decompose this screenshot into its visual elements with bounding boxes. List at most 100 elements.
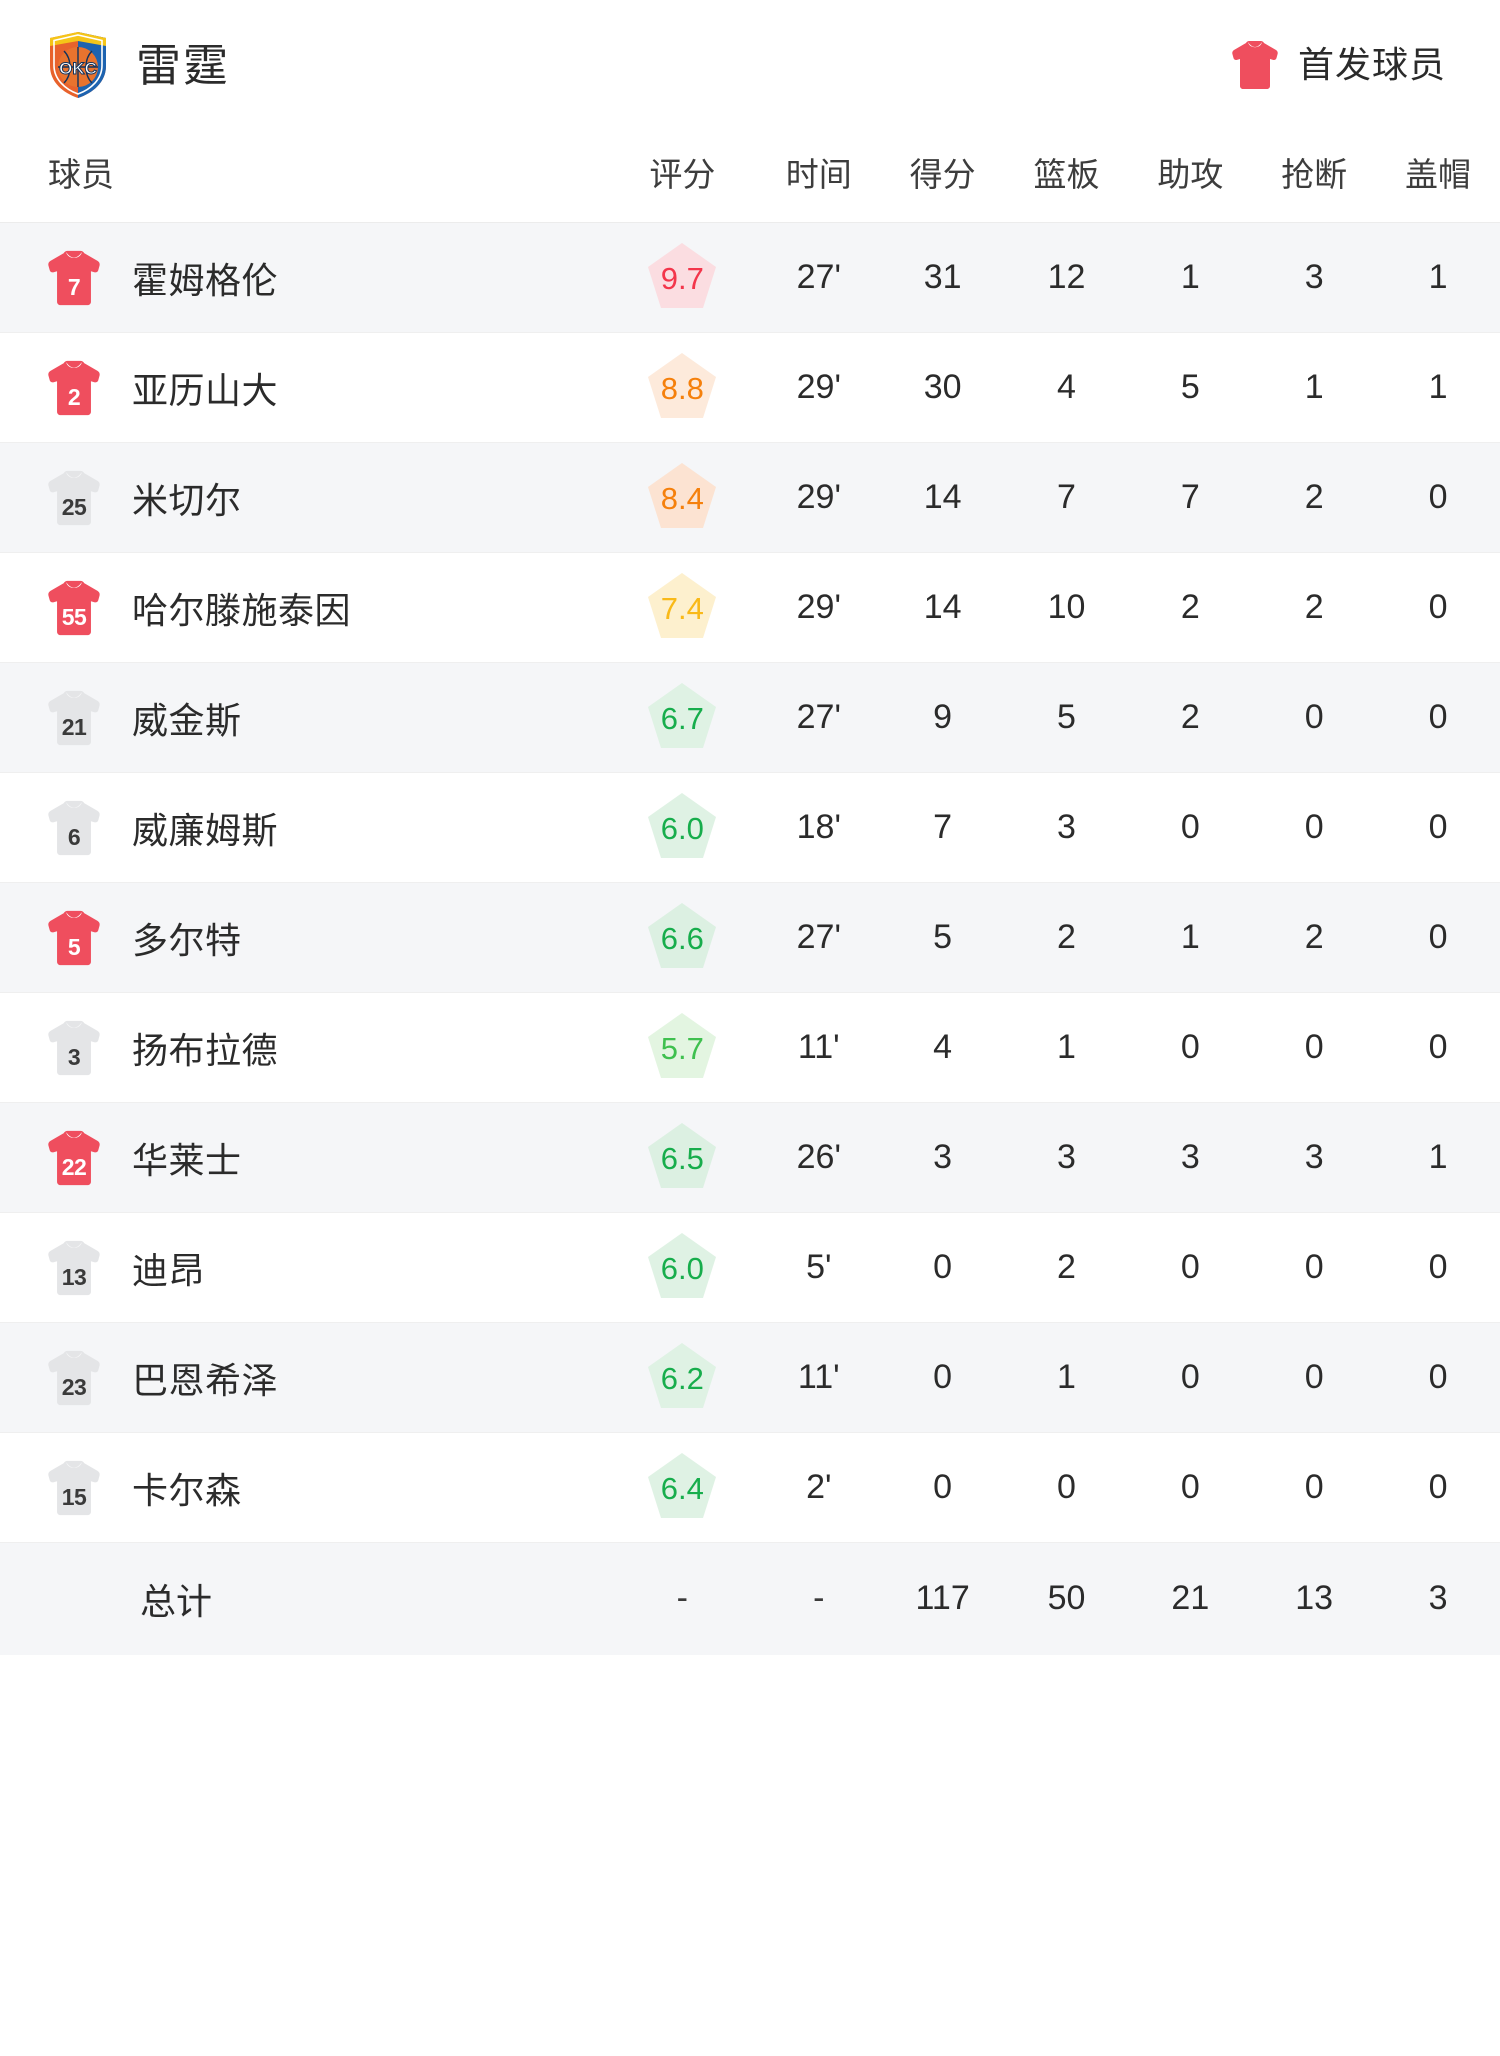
player-name: 扬布拉德 — [132, 1029, 279, 1071]
totals-rating: - — [607, 1542, 757, 1655]
table-row[interactable]: 21 威金斯 6.7 27' 9 5 2 0 0 — [0, 662, 1500, 773]
rating-value: 6.2 — [660, 1360, 704, 1396]
blocks-cell: 0 — [1376, 1432, 1500, 1543]
rating-cell: 6.2 — [607, 1322, 757, 1433]
player-cell[interactable]: 23 巴恩希泽 — [0, 1322, 608, 1433]
rebounds-cell: 7 — [1004, 442, 1129, 553]
assists-cell: 7 — [1128, 442, 1253, 553]
jersey-icon: 6 — [48, 800, 100, 856]
table-row[interactable]: 7 霍姆格伦 9.7 27' 31 12 1 3 1 — [0, 222, 1500, 333]
blocks-cell: 1 — [1376, 1102, 1500, 1213]
rating-badge: 6.0 — [643, 1229, 721, 1307]
assists-cell: 1 — [1180, 258, 1200, 296]
rating-value: 6.0 — [660, 810, 704, 846]
assists-cell: 0 — [1128, 992, 1253, 1103]
column-header-minutes[interactable]: 时间 — [785, 156, 852, 193]
table-row[interactable]: 5 多尔特 6.6 27' 5 2 1 2 0 — [0, 882, 1500, 993]
steals-cell: 3 — [1304, 258, 1324, 296]
column-header-blocks[interactable]: 盖帽 — [1405, 156, 1472, 193]
player-cell[interactable]: 22 华莱士 — [0, 1102, 608, 1213]
minutes-cell: 29' — [756, 442, 881, 553]
table-row[interactable]: 22 华莱士 6.5 26' 3 3 3 3 1 — [0, 1102, 1500, 1213]
rating-value: 8.8 — [660, 370, 704, 406]
rebounds-cell: 1 — [1004, 1322, 1129, 1433]
rebounds-cell: 0 — [1004, 1432, 1129, 1543]
jersey-icon: 23 — [48, 1350, 100, 1406]
minutes-cell: 2' — [756, 1432, 881, 1543]
player-cell[interactable]: 25 米切尔 — [0, 442, 608, 553]
rating-cell: 6.7 — [607, 662, 757, 773]
rebounds-cell: 1 — [1004, 992, 1129, 1103]
minutes-cell: 5' — [756, 1212, 881, 1323]
points-cell: 0 — [880, 1322, 1005, 1433]
blocks-cell: 0 — [1376, 772, 1500, 883]
points-cell: 30 — [880, 332, 1005, 443]
jersey-icon: 25 — [48, 470, 100, 526]
player-cell[interactable]: 15 卡尔森 — [0, 1432, 608, 1543]
minutes-cell: 29' — [756, 552, 881, 663]
player-name: 多尔特 — [132, 919, 242, 961]
rebounds-cell: 3 — [1004, 1102, 1129, 1213]
jersey-icon: 3 — [48, 1020, 100, 1076]
assists-cell: 1 — [1128, 882, 1253, 993]
rating-cell: 6.0 — [607, 772, 757, 883]
player-name: 华莱士 — [132, 1139, 242, 1181]
assists-cell: 0 — [1128, 1432, 1253, 1543]
jersey-number: 23 — [61, 1373, 87, 1400]
column-header-rating[interactable]: 评分 — [649, 156, 716, 193]
rating-value: 6.7 — [660, 700, 704, 736]
team-identity[interactable]: OKC 雷霆 — [46, 30, 230, 100]
okc-thunder-logo-icon: OKC — [46, 30, 110, 100]
blocks-cell: 1 — [1428, 258, 1448, 296]
player-cell[interactable]: 3 扬布拉德 — [0, 992, 608, 1103]
steals-cell: 0 — [1252, 1322, 1377, 1433]
column-header-assists[interactable]: 助攻 — [1157, 156, 1224, 193]
totals-label: 总计 — [0, 1542, 608, 1655]
rebounds-cell: 2 — [1004, 1212, 1129, 1323]
table-row[interactable]: 3 扬布拉德 5.7 11' 4 1 0 0 0 — [0, 992, 1500, 1103]
player-cell[interactable]: 5 多尔特 — [0, 882, 608, 993]
player-cell[interactable]: 2 亚历山大 — [0, 332, 608, 443]
minutes-cell: 26' — [756, 1102, 881, 1213]
table-row[interactable]: 15 卡尔森 6.4 2' 0 0 0 0 0 — [0, 1432, 1500, 1543]
table-row[interactable]: 25 米切尔 8.4 29' 14 7 7 2 0 — [0, 442, 1500, 553]
rating-badge: 6.7 — [643, 679, 721, 757]
minutes-cell: 29' — [756, 332, 881, 443]
player-cell[interactable]: 21 威金斯 — [0, 662, 608, 773]
column-header-points[interactable]: 得分 — [909, 156, 976, 193]
jersey-number: 6 — [67, 823, 81, 850]
table-row[interactable]: 55 哈尔滕施泰因 7.4 29' 14 10 2 2 0 — [0, 552, 1500, 663]
rating-badge: 7.4 — [643, 569, 721, 647]
header-row: 球员 评分 时间 得分 篮板 助攻 抢断 盖帽 — [0, 130, 1500, 223]
rating-cell: 8.8 — [607, 332, 757, 443]
player-name: 霍姆格伦 — [132, 259, 279, 301]
svg-text:OKC: OKC — [59, 59, 97, 78]
points-cell: 0 — [880, 1432, 1005, 1543]
totals-points: 117 — [880, 1542, 1005, 1655]
totals-assists: 21 — [1128, 1542, 1253, 1655]
player-cell[interactable]: 6 威廉姆斯 — [0, 772, 608, 883]
column-header-rebounds[interactable]: 篮板 — [1033, 156, 1100, 193]
jersey-icon: 2 — [48, 360, 100, 416]
table-row[interactable]: 2 亚历山大 8.8 29' 30 4 5 1 1 — [0, 332, 1500, 443]
rating-value: 6.5 — [660, 1140, 704, 1176]
rating-badge: 6.0 — [643, 789, 721, 867]
player-cell[interactable]: 13 迪昂 — [0, 1212, 608, 1323]
table-row[interactable]: 13 迪昂 6.0 5' 0 2 0 0 0 — [0, 1212, 1500, 1323]
steals-cell: 1 — [1252, 332, 1377, 443]
column-header-player[interactable]: 球员 — [48, 156, 114, 193]
rating-badge: 6.4 — [643, 1449, 721, 1527]
player-cell[interactable]: 7 霍姆格伦 — [0, 223, 608, 333]
assists-cell: 0 — [1128, 1322, 1253, 1433]
table-row[interactable]: 23 巴恩希泽 6.2 11' 0 1 0 0 0 — [0, 1322, 1500, 1433]
minutes-cell: 27' — [756, 662, 881, 773]
points-cell: 3 — [880, 1102, 1005, 1213]
player-cell[interactable]: 55 哈尔滕施泰因 — [0, 552, 608, 663]
rating-value: 6.0 — [660, 1250, 704, 1286]
rating-value: 6.4 — [660, 1470, 704, 1506]
steals-cell: 2 — [1252, 442, 1377, 553]
player-name: 迪昂 — [132, 1249, 206, 1291]
column-header-steals[interactable]: 抢断 — [1281, 156, 1348, 193]
table-row[interactable]: 6 威廉姆斯 6.0 18' 7 3 0 0 0 — [0, 772, 1500, 883]
